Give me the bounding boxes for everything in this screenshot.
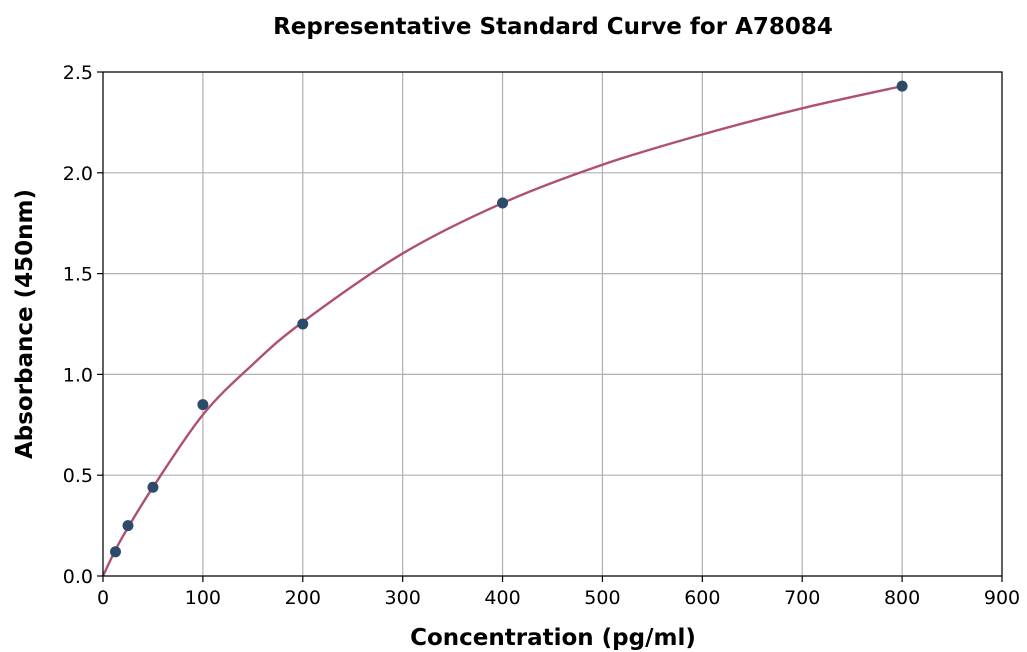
plot-frame <box>102 71 1003 577</box>
x-tick-label: 0 <box>97 587 109 609</box>
y-tick-label: 2.0 <box>63 163 93 185</box>
x-tick-label: 400 <box>484 587 520 609</box>
y-tick-label: 1.5 <box>63 264 93 286</box>
grid-lines <box>102 71 1003 577</box>
y-tick-label: 1.0 <box>63 364 93 386</box>
data-point <box>497 197 509 209</box>
y-axis-label: Absorbance (450nm) <box>12 189 38 459</box>
data-point <box>122 520 134 532</box>
y-axis-ticks: 0.0 0.5 1.0 1.5 2.0 2.5 <box>63 62 103 588</box>
fit-curve <box>101 84 903 577</box>
data-points <box>109 80 908 558</box>
chart-title: Representative Standard Curve for A78084 <box>273 14 833 40</box>
x-tick-label: 800 <box>884 587 920 609</box>
data-point <box>197 399 209 411</box>
y-tick-label: 0.5 <box>63 465 93 487</box>
x-tick-label: 700 <box>784 587 820 609</box>
x-axis-label: Concentration (pg/ml) <box>410 625 696 651</box>
data-point <box>297 318 309 330</box>
x-tick-label: 500 <box>584 587 620 609</box>
x-tick-label: 900 <box>984 587 1020 609</box>
data-point <box>109 546 121 558</box>
fit-curve-layer <box>101 84 903 577</box>
data-point <box>896 80 908 92</box>
y-tick-label: 2.5 <box>63 62 93 84</box>
x-tick-label: 300 <box>385 587 421 609</box>
x-axis-ticks: 0 100 200 300 400 500 600 700 800 900 <box>97 576 1020 609</box>
data-point <box>147 481 159 493</box>
y-tick-label: 0.0 <box>63 566 93 588</box>
x-tick-label: 200 <box>285 587 321 609</box>
x-tick-label: 100 <box>185 587 221 609</box>
x-tick-label: 600 <box>684 587 720 609</box>
